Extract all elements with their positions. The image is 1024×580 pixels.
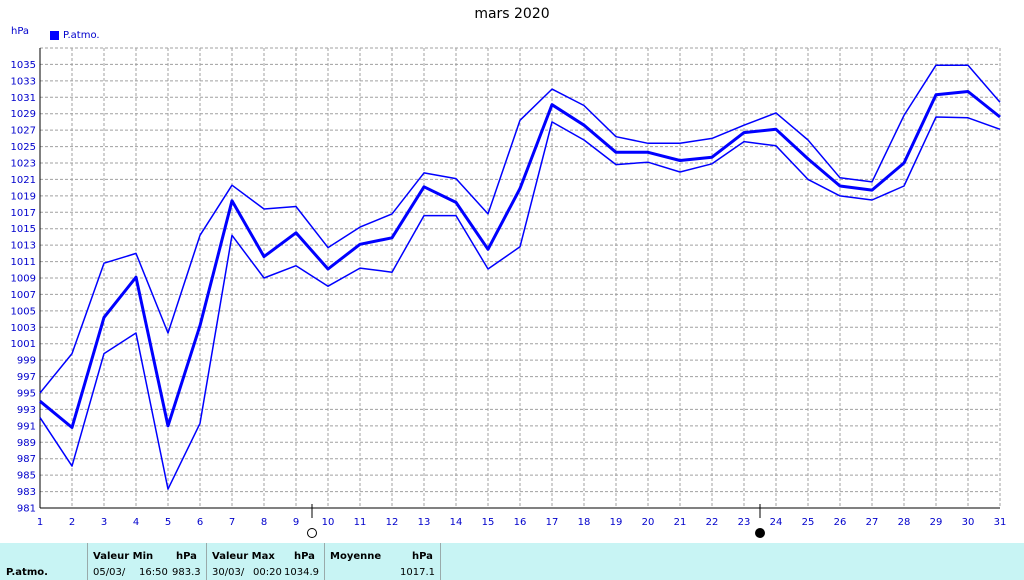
y-tick-label: 983 <box>17 487 36 498</box>
x-tick-label: 1 <box>37 517 43 528</box>
footer-divider <box>87 543 88 580</box>
y-tick-label: 1009 <box>11 274 36 285</box>
x-tick-label: 6 <box>197 517 203 528</box>
stats-footer: P.atmo. Valeur Min hPa 05/03/ 16:50 983.… <box>0 543 1024 580</box>
x-tick-label: 23 <box>738 517 751 528</box>
y-tick-label: 1035 <box>11 60 36 71</box>
min-time: 16:50 <box>139 567 168 578</box>
min-date: 05/03/ <box>93 567 126 578</box>
series-line-max <box>39 64 1001 394</box>
max-header: Valeur Max <box>212 551 275 562</box>
chart-title: mars 2020 <box>474 6 550 22</box>
x-tick-label: 11 <box>354 517 367 528</box>
legend-label: P.atmo. <box>63 30 100 41</box>
y-tick-label: 1027 <box>11 126 36 137</box>
max-value: 1034.9 <box>284 567 319 578</box>
series-line-min <box>39 116 1001 490</box>
y-tick-label: 1031 <box>11 93 36 104</box>
max-unit: hPa <box>294 551 315 562</box>
x-tick-label: 22 <box>706 517 719 528</box>
x-tick-label: 18 <box>578 517 591 528</box>
series-line-mean <box>39 90 1001 429</box>
x-tick-label: 21 <box>674 517 687 528</box>
y-tick-label: 989 <box>17 438 36 449</box>
x-tick-label: 9 <box>293 517 299 528</box>
y-tick-label: 1023 <box>11 159 36 170</box>
x-tick-label: 15 <box>482 517 495 528</box>
x-tick-label: 19 <box>610 517 623 528</box>
y-tick-label: 999 <box>17 356 36 367</box>
x-tick-label: 30 <box>962 517 975 528</box>
y-tick-label: 1033 <box>11 76 36 87</box>
y-tick-label: 1015 <box>11 224 36 235</box>
legend: P.atmo. <box>50 30 100 41</box>
min-value: 983.3 <box>172 567 201 578</box>
y-tick-label: 1021 <box>11 175 36 186</box>
new-moon-icon <box>307 528 317 538</box>
x-tick-label: 4 <box>133 517 139 528</box>
mean-header: Moyenne <box>330 551 382 562</box>
x-tick-label: 8 <box>261 517 267 528</box>
x-tick-label: 3 <box>101 517 107 528</box>
y-tick-label: 1025 <box>11 142 36 153</box>
y-tick-label: 995 <box>17 389 36 400</box>
x-tick-label: 31 <box>994 517 1007 528</box>
x-tick-label: 24 <box>770 517 783 528</box>
y-tick-label: 1007 <box>11 290 36 301</box>
x-tick-label: 16 <box>514 517 527 528</box>
y-tick-label: 981 <box>17 504 36 515</box>
y-tick-label: 987 <box>17 454 36 465</box>
min-header: Valeur Min <box>93 551 154 562</box>
y-tick-label: 993 <box>17 405 36 416</box>
x-tick-label: 25 <box>802 517 815 528</box>
min-unit: hPa <box>176 551 197 562</box>
legend-swatch <box>50 31 59 40</box>
footer-divider <box>324 543 325 580</box>
x-tick-label: 14 <box>450 517 463 528</box>
footer-divider <box>440 543 441 580</box>
footer-row-label: P.atmo. <box>6 567 48 578</box>
x-tick-label: 29 <box>930 517 943 528</box>
y-tick-label: 1001 <box>11 339 36 350</box>
x-tick-label: 5 <box>165 517 171 528</box>
y-tick-label: 991 <box>17 421 36 432</box>
x-tick-label: 13 <box>418 517 431 528</box>
y-tick-label: 985 <box>17 471 36 482</box>
full-moon-icon <box>755 528 765 538</box>
mean-unit: hPa <box>412 551 433 562</box>
x-tick-label: 26 <box>834 517 847 528</box>
x-tick-label: 12 <box>386 517 399 528</box>
y-axis-unit-label: hPa <box>11 26 30 37</box>
y-tick-label: 1005 <box>11 306 36 317</box>
x-tick-label: 20 <box>642 517 655 528</box>
x-tick-label: 27 <box>866 517 879 528</box>
y-tick-label: 997 <box>17 372 36 383</box>
y-tick-label: 1011 <box>11 257 36 268</box>
x-tick-label: 2 <box>69 517 75 528</box>
y-tick-label: 1017 <box>11 208 36 219</box>
mean-value: 1017.1 <box>400 567 435 578</box>
x-tick-label: 28 <box>898 517 911 528</box>
x-tick-label: 17 <box>546 517 559 528</box>
x-tick-label: 10 <box>322 517 335 528</box>
max-time: 00:20 <box>253 567 282 578</box>
y-tick-label: 1019 <box>11 191 36 202</box>
y-tick-label: 1029 <box>11 109 36 120</box>
y-tick-label: 1003 <box>11 323 36 334</box>
max-date: 30/03/ <box>212 567 245 578</box>
y-tick-label: 1013 <box>11 241 36 252</box>
pressure-chart: 9819839859879899919939959979991001100310… <box>11 47 1007 538</box>
footer-divider <box>206 543 207 580</box>
x-tick-label: 7 <box>229 517 235 528</box>
